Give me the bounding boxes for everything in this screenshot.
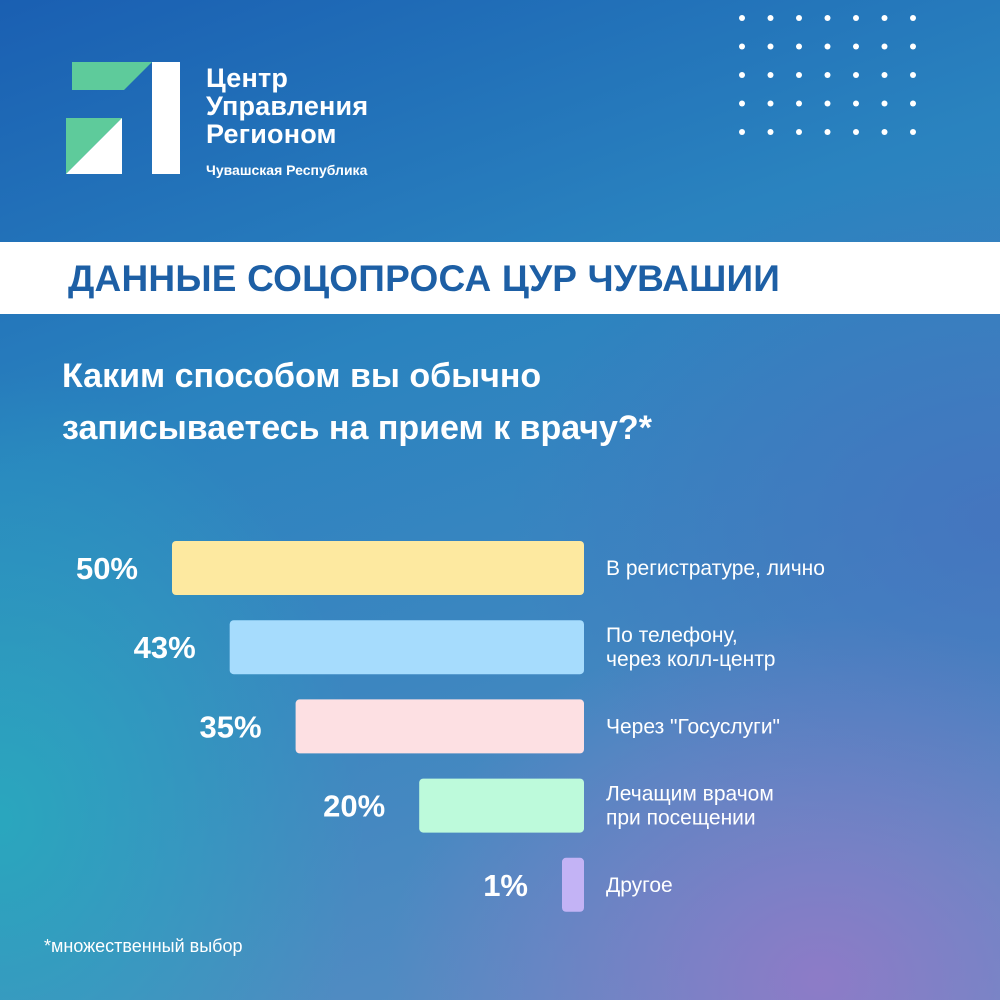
category-label: Через "Госуслуги" [606,715,780,738]
decorative-dot [824,129,831,135]
decorative-dot [881,72,888,78]
value-label: 1% [483,868,528,903]
decorative-dot [796,129,802,135]
decorative-dot [739,129,745,135]
decorative-dot [881,100,888,107]
banner-title: ДАННЫЕ СОЦОПРОСА ЦУР ЧУВАШИИ [68,258,781,299]
bar [172,541,584,595]
brand-name-line-1: Центр [206,63,289,93]
decorative-dot [767,72,774,78]
bar [419,778,584,833]
category-label: Другое [606,874,673,897]
decorative-dot [824,43,831,50]
decorative-dot [824,15,831,21]
decorative-dot [824,72,831,78]
decorative-dot [910,129,916,135]
decorative-dot [910,43,916,50]
decorative-dot [853,15,859,21]
decorative-dot [824,100,831,107]
decorative-dot [853,100,859,107]
category-label: при посещении [606,807,756,830]
decorative-dot [739,15,745,21]
decorative-dot [853,129,859,135]
decorative-dot [796,72,802,78]
decorative-dot [881,15,888,21]
value-label: 35% [200,709,262,744]
decorative-dot [739,43,745,50]
decorative-dot [910,15,916,21]
decorative-dot [767,43,774,50]
bar [295,699,584,754]
decorative-dot [881,129,888,135]
category-label: Лечащим врачом [606,783,774,806]
decorative-dot [796,43,802,50]
question-line-2: записываетесь на прием к врачу?* [62,409,652,447]
value-label: 50% [76,551,138,586]
category-label: через колл-центр [606,648,776,671]
brand-block: Центр Управления Регионом Чувашская Респ… [206,64,368,178]
value-label: 43% [134,630,196,665]
brand-name-line-2: Управления [206,91,369,121]
decorative-dot [767,15,774,21]
decorative-dot [881,43,888,50]
footnote: *множественный выбор [44,936,243,956]
brand-name-line-3: Регионом [206,119,337,149]
category-label: В регистратуре, лично [606,557,825,580]
decorative-dot [739,100,745,107]
decorative-dot [796,15,802,21]
title-banner [0,242,1000,314]
decorative-dot [910,100,916,107]
question-line-1: Каким способом вы обычно [62,357,542,395]
survey-question: Каким способом вы обычно записываетесь н… [62,350,862,454]
decorative-dot [767,129,774,135]
decorative-dots-icon [739,15,916,135]
category-label: По телефону, [606,624,738,647]
decorative-dot [796,100,802,107]
logo-icon [66,62,180,174]
decorative-dot [767,100,774,107]
decorative-dot [739,72,745,78]
bar [229,620,584,675]
value-label: 20% [323,789,385,824]
decorative-dot [853,72,859,78]
brand-subtitle: Чувашская Республика [206,162,368,178]
decorative-dot [910,72,916,78]
decorative-dot [853,43,859,50]
bar [562,857,584,912]
